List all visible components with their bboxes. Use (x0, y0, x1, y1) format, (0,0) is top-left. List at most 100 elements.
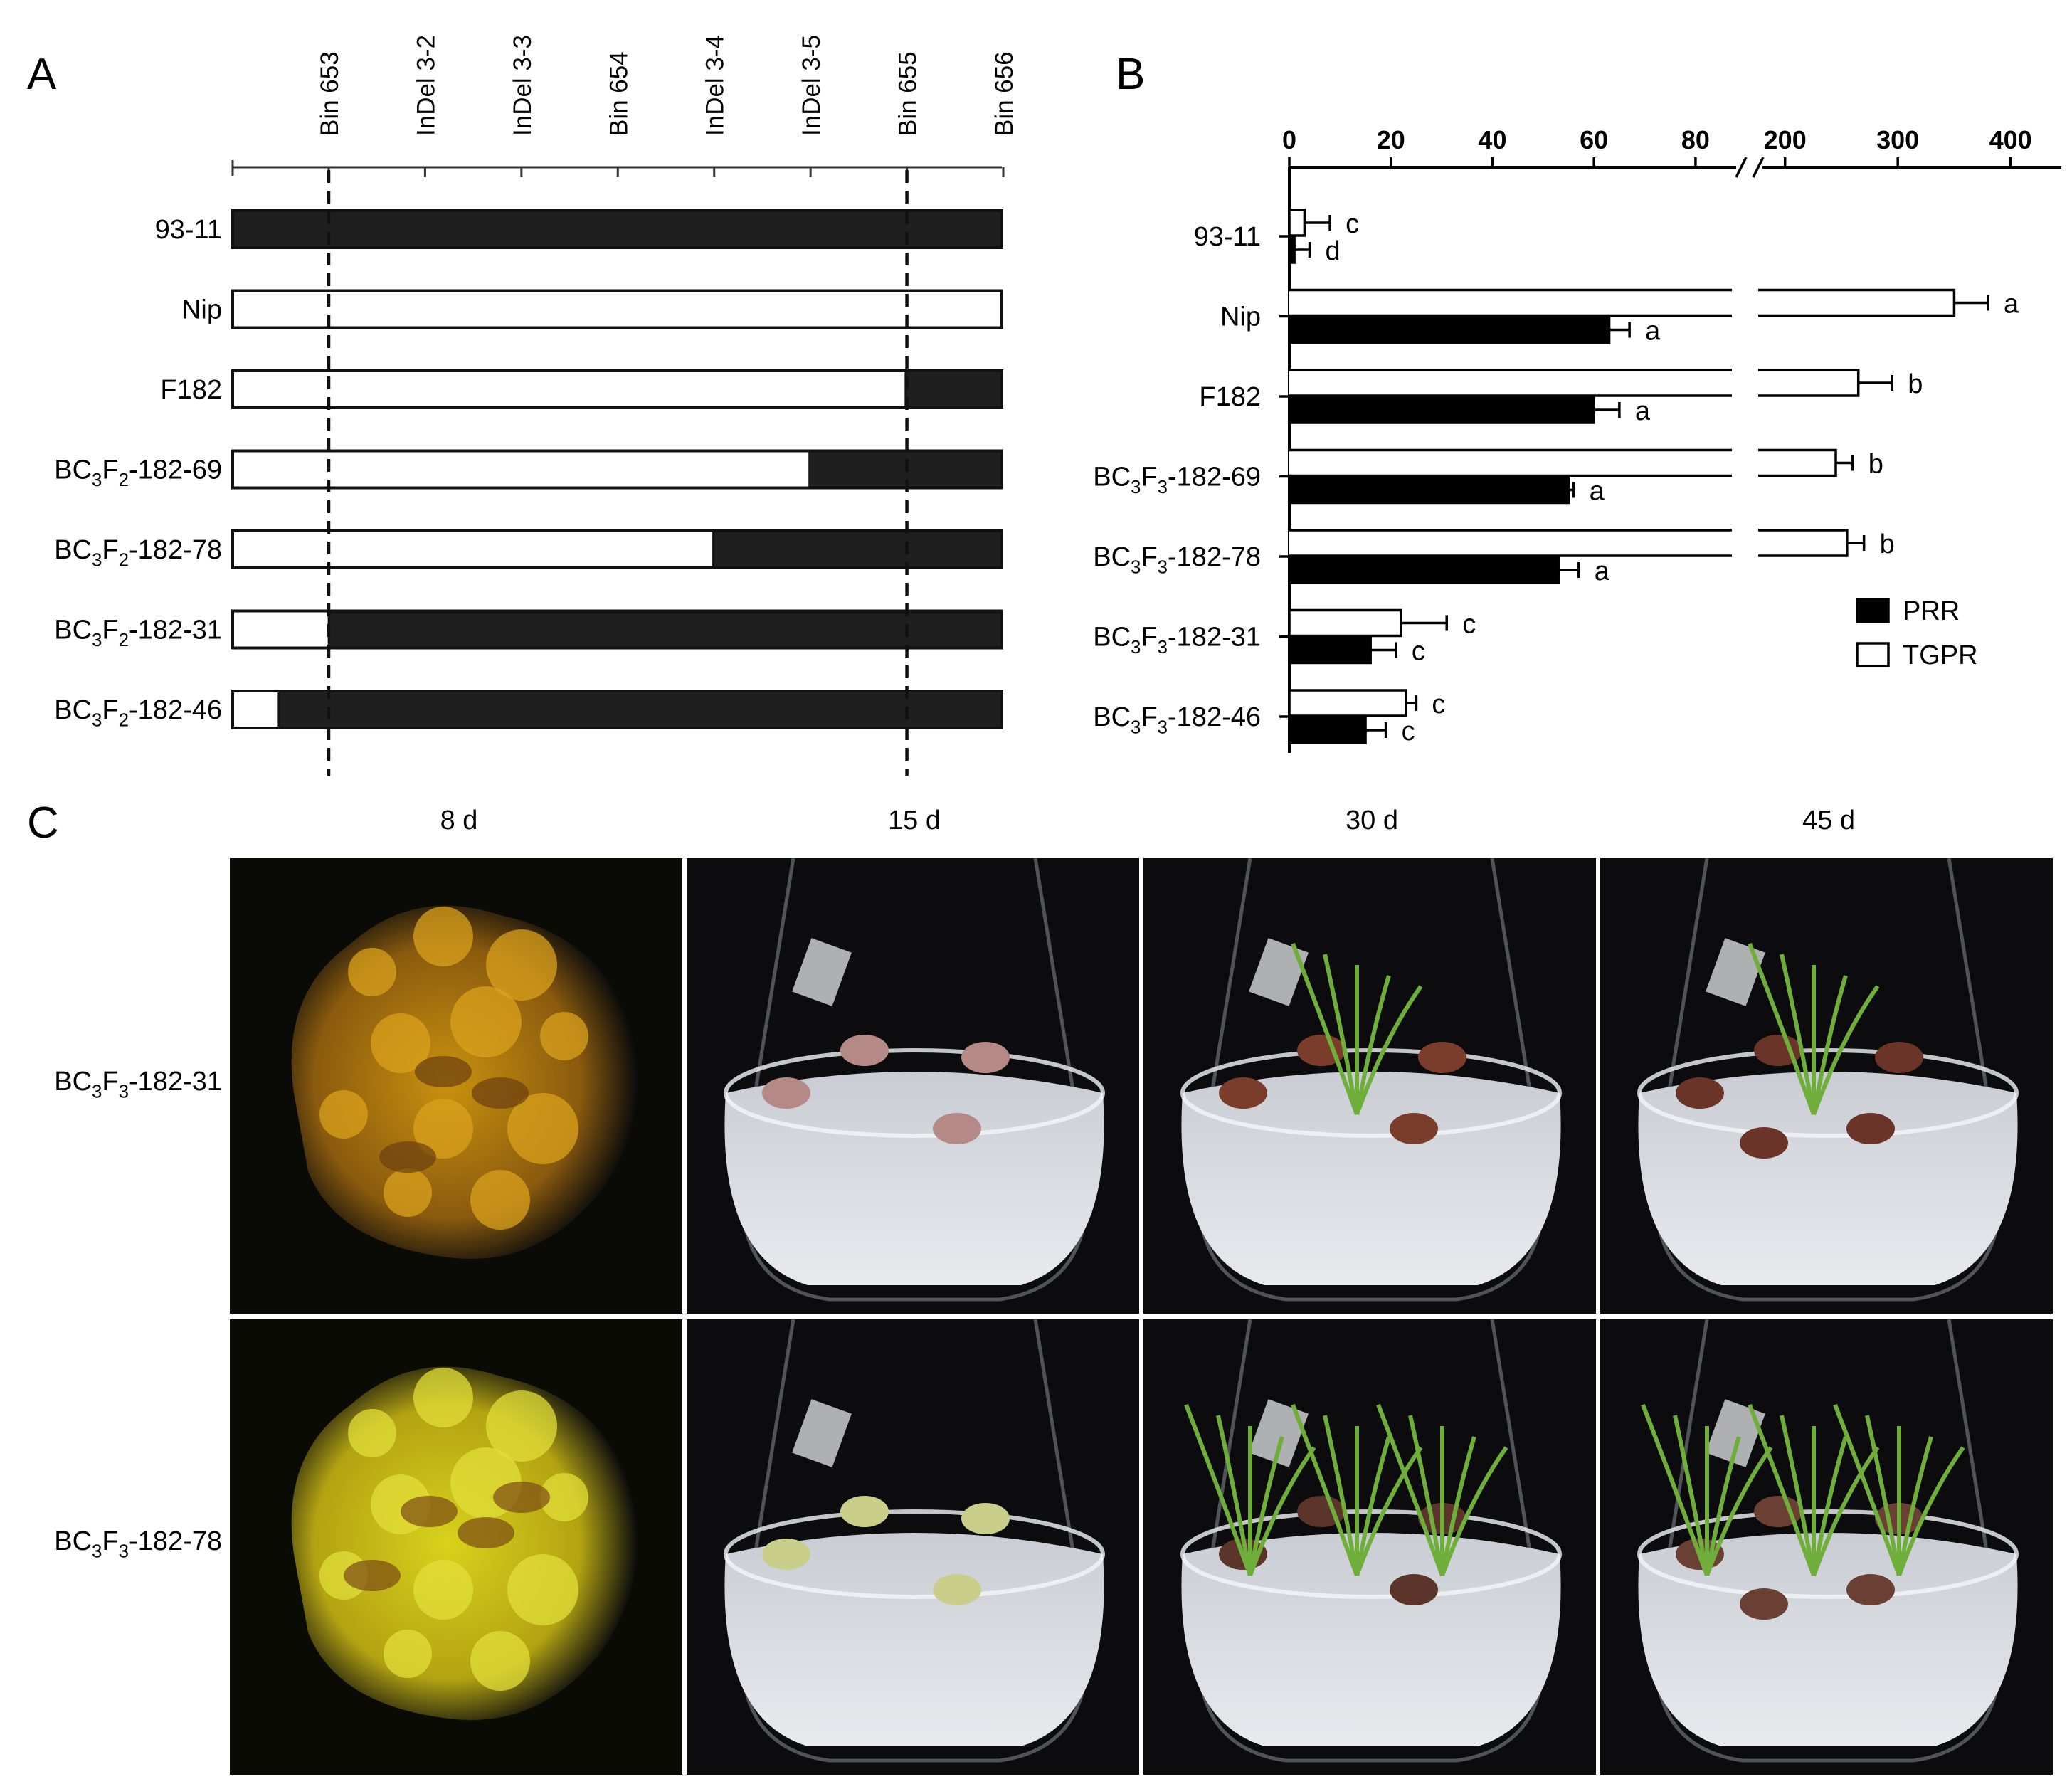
callus-piece (762, 1077, 810, 1109)
bar-tgpr (1288, 608, 1402, 638)
label-base: Nip (181, 295, 222, 325)
label-mid: F (1141, 463, 1157, 492)
label-base: BC (54, 616, 92, 645)
browning-spot (458, 1517, 514, 1548)
bar-prr (1288, 475, 1570, 505)
callus-nodule (540, 1012, 588, 1060)
line-label: BC3F3-182-78 (54, 1526, 222, 1562)
callus-nodule (470, 1170, 530, 1230)
label-base: F182 (160, 375, 222, 405)
browning-spot (379, 1141, 436, 1173)
bar-tgpr (1289, 530, 1732, 556)
nip-segment (233, 611, 329, 648)
nip-segment (233, 371, 906, 408)
significance-letter: a (2004, 290, 2019, 320)
label-base: BC (1093, 702, 1131, 732)
marker-label: InDel 3-3 (509, 35, 536, 136)
callus-piece (933, 1113, 981, 1144)
regenerated-shoot (1355, 985, 1423, 1116)
browning-spot (401, 1496, 458, 1527)
regenerated-shoot (1897, 1436, 1933, 1576)
label-mid: F (1141, 623, 1157, 653)
callus-nodule (450, 986, 522, 1057)
label-sub1: 3 (1131, 558, 1141, 578)
callus-piece (1846, 1574, 1895, 1605)
callus-piece (961, 1503, 1010, 1534)
bar-tgpr (1288, 209, 1306, 237)
callus-nodule (319, 1090, 368, 1139)
callus-piece (1390, 1113, 1438, 1144)
indica-segment (329, 611, 1002, 648)
regenerated-shoot (1641, 1403, 1709, 1577)
photo-illustration (687, 858, 1139, 1314)
label-sub1: 3 (92, 1542, 102, 1562)
genotype-bar-outline (231, 449, 1003, 490)
label-tail: -182-78 (129, 1526, 222, 1556)
regenerated-shoot (1440, 1436, 1476, 1576)
callus-nodule (413, 1560, 473, 1620)
callus-piece (1219, 1077, 1267, 1109)
browning-spot (415, 1056, 472, 1087)
regenerated-shoot (1323, 1415, 1359, 1576)
regenerated-shoot (1705, 1436, 1741, 1576)
regenerated-shoot (1184, 1403, 1252, 1577)
callus-piece (1740, 1588, 1788, 1620)
label-sub1: 3 (92, 470, 102, 490)
callus-piece (1390, 1574, 1438, 1605)
significance-letter: c (1462, 610, 1476, 640)
label-base: BC (54, 1526, 92, 1556)
label-sub2: 3 (1158, 558, 1168, 578)
nip-segment (233, 450, 810, 488)
genotype-label: 93-11 (155, 215, 222, 245)
regenerated-shoot (1748, 1403, 1816, 1577)
regenerated-shoot (1408, 1415, 1444, 1576)
bar-tgpr-continued (1758, 370, 1859, 396)
significance-letter: c (1346, 209, 1359, 239)
photo-illustration (230, 858, 682, 1314)
callus-nodule (540, 1473, 588, 1521)
callus-piece (1754, 1035, 1802, 1066)
regenerated-shoot (1780, 1415, 1816, 1576)
genotype-label: BC3F2-182-31 (54, 616, 222, 651)
flask-label-patch (1706, 1399, 1765, 1467)
label-mid: F (1141, 542, 1157, 572)
label-mid: F (102, 616, 118, 645)
x-tick-label: 20 (1377, 125, 1405, 154)
x-tick-label: 0 (1282, 125, 1296, 154)
label-tail: -182-69 (129, 455, 222, 485)
regenerated-shoot (1355, 1436, 1391, 1576)
marker-label: InDel 3-2 (412, 35, 440, 136)
culture-medium (724, 1533, 1104, 1746)
callus-piece (1418, 1042, 1466, 1073)
label-tail: -182-31 (129, 1067, 222, 1097)
label-sub2: 2 (119, 630, 129, 650)
genotype-label: BC3F2-182-69 (54, 455, 222, 491)
callus-nodule (413, 1099, 473, 1159)
label-sub2: 2 (119, 711, 129, 731)
x-tick-label: 60 (1580, 125, 1608, 154)
label-sub2: 3 (1158, 718, 1168, 738)
photo-illustration (1600, 858, 2053, 1314)
significance-letter: a (1635, 396, 1651, 426)
callus-nodule (486, 1390, 557, 1462)
callus-piece (1740, 1127, 1788, 1159)
genotype-bar-outline (231, 289, 1003, 329)
callus-mass (291, 1366, 638, 1721)
photo-illustration (230, 1319, 682, 1775)
bar-outline (1289, 369, 1732, 397)
regenerated-shoot (1355, 975, 1391, 1115)
regenerated-shoot (1812, 1446, 1880, 1577)
bar-outline (1289, 529, 1732, 557)
significance-letter: b (1880, 529, 1895, 559)
significance-letter: c (1432, 690, 1445, 719)
regenerated-shoot (1673, 1415, 1709, 1576)
category-label: F182 (1199, 382, 1261, 412)
legend-swatch (1856, 598, 1890, 623)
label-tail: -182-69 (1168, 463, 1261, 492)
bar-tgpr (1289, 290, 1732, 316)
x-tick-label: 40 (1478, 125, 1506, 154)
photo-illustration (687, 1319, 1139, 1775)
genotype-map-panel: Bin 653 InDel 3-2 InDel 3-3 Bin 654 InDel 3-… (54, 35, 1018, 776)
culture-flask-photo (687, 858, 1139, 1314)
culture-medium (724, 1072, 1104, 1285)
